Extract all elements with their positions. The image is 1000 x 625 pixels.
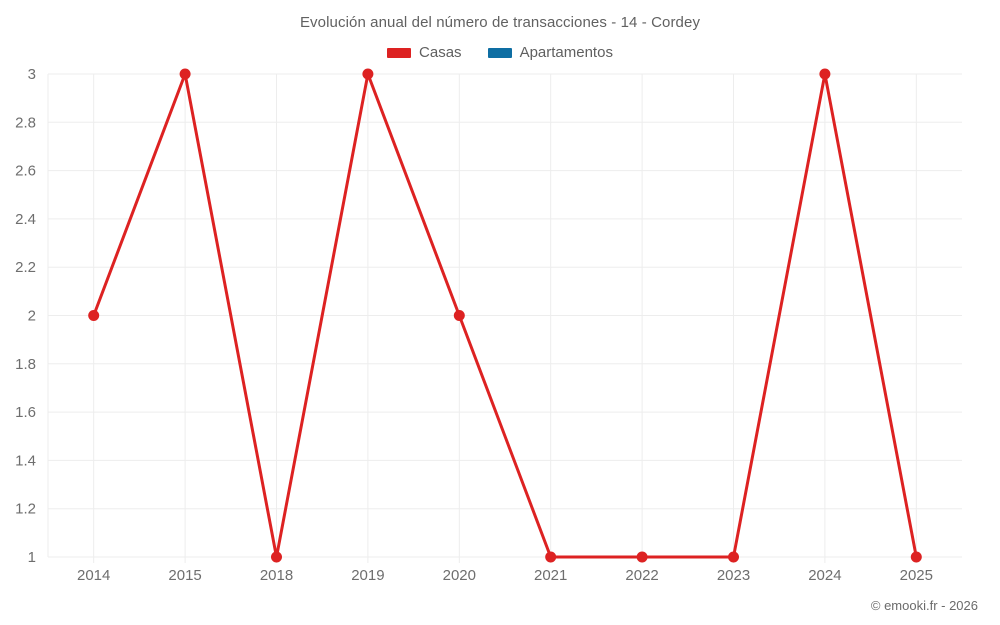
- chart-title: Evolución anual del número de transaccio…: [299, 14, 701, 31]
- x-axis-tick-label: 2018: [260, 567, 293, 584]
- data-point[interactable]: [179, 68, 191, 80]
- chart-legend: Casas Apartamentos: [0, 44, 1000, 61]
- data-point[interactable]: [910, 551, 922, 563]
- x-axis-tick-label: 2020: [443, 567, 476, 584]
- legend-label-apartamentos: Apartamentos: [519, 44, 613, 61]
- series-line-casas: [92, 72, 918, 559]
- y-axis-tick-label: 2.4: [15, 211, 36, 228]
- x-axis-tick-label: 2023: [717, 567, 750, 584]
- y-axis-tick-label: 2.6: [15, 163, 36, 180]
- credit-text: © emooki.fr - 2026: [870, 598, 978, 613]
- data-point[interactable]: [88, 310, 100, 321]
- x-axis-tick-label: 2024: [808, 567, 841, 584]
- x-axis-tick-label: 2019: [351, 567, 384, 584]
- data-point[interactable]: [453, 310, 465, 321]
- y-axis-tick-label: 2.2: [15, 259, 36, 276]
- y-axis-tick-label: 1: [28, 549, 36, 566]
- y-axis-tick-label: 1.6: [15, 404, 36, 421]
- x-axis-tick-label: 2021: [534, 567, 567, 584]
- x-axis-tick-label: 2022: [625, 567, 658, 584]
- y-axis-tick-label: 2.8: [15, 114, 36, 131]
- y-axis-tick-label: 2: [28, 308, 36, 325]
- x-axis-tick-label: 2025: [900, 567, 933, 584]
- legend-label-casas: Casas: [419, 44, 462, 61]
- x-axis-tick-label: 2015: [168, 567, 201, 584]
- data-point[interactable]: [728, 551, 739, 563]
- y-axis-tick-label: 3: [28, 66, 36, 83]
- x-axis-tick-label: 2014: [77, 567, 110, 584]
- data-point[interactable]: [819, 68, 831, 80]
- y-axis-tick-label: 1.4: [15, 452, 36, 469]
- legend-item-apartamentos[interactable]: Apartamentos: [487, 44, 613, 61]
- data-point[interactable]: [545, 551, 557, 563]
- legend-item-casas[interactable]: Casas: [387, 44, 462, 61]
- data-point[interactable]: [636, 551, 648, 563]
- data-point[interactable]: [271, 551, 282, 563]
- data-point[interactable]: [362, 68, 374, 80]
- legend-swatch-apartamentos-icon: [487, 47, 512, 58]
- y-axis-tick-label: 1.2: [15, 501, 36, 518]
- y-axis-tick-label: 1.8: [15, 356, 36, 373]
- legend-swatch-casas-icon: [387, 47, 412, 58]
